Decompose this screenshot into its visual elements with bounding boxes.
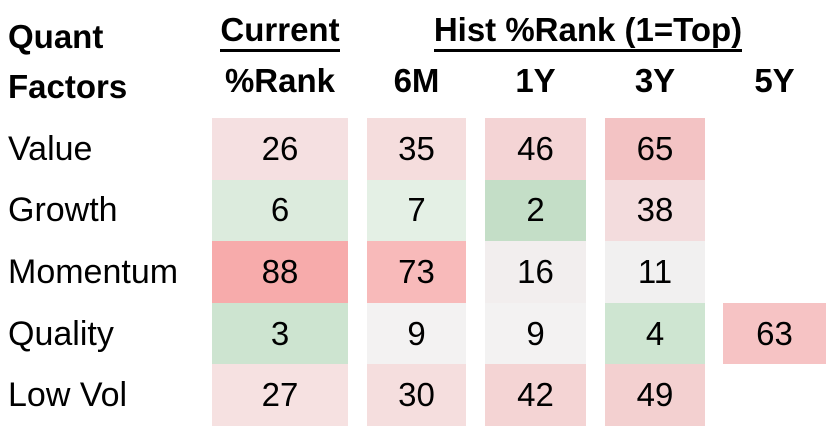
factor-label: Quality: [8, 314, 114, 353]
column-header-rank: %Rank: [224, 62, 336, 99]
heatmap-cell: 42: [485, 364, 586, 426]
heatmap-cell: 46: [485, 118, 586, 180]
factor-label: Growth: [8, 191, 118, 230]
heatmap-cell: 7: [367, 179, 466, 242]
heatmap-cell: 35: [367, 118, 466, 180]
heatmap-cell: 16: [485, 241, 586, 303]
column-header-3y: 3Y: [634, 62, 676, 99]
table-row-growth: Growth 6 7 2 38: [0, 179, 826, 242]
heatmap-cell: 11: [605, 241, 705, 303]
table-title-line2: Factors: [8, 68, 128, 105]
factor-label: Low Vol: [8, 376, 128, 415]
heatmap-cell: 9: [367, 302, 466, 365]
heatmap-cell: 9: [485, 302, 586, 365]
heatmap-cell: [723, 364, 826, 426]
heatmap-cell: 30: [367, 364, 466, 426]
table-row-value: Value 26 35 46 65: [0, 118, 826, 180]
heatmap-cell: 27: [212, 364, 348, 426]
factor-label: Value: [8, 129, 93, 168]
heatmap-cell: 38: [605, 179, 705, 242]
heatmap-cell: 26: [212, 118, 348, 180]
column-group-current: Current: [212, 13, 348, 52]
heatmap-cell: [723, 241, 826, 303]
column-group-hist: Hist %Rank (1=Top): [413, 13, 763, 52]
heatmap-cell: 3: [212, 302, 348, 365]
heatmap-cell: [723, 118, 826, 180]
heatmap-cell: [723, 180, 826, 242]
column-group-current-label: Current: [220, 13, 340, 52]
heatmap-cell: 88: [212, 241, 348, 303]
heatmap-cell: 63: [723, 302, 826, 365]
table-row-momentum: Momentum 88 73 16 11: [0, 241, 826, 303]
heatmap-grid: Value 26 35 46 65 Growth 6 7 2 38 Moment…: [0, 118, 826, 426]
column-header-1y: 1Y: [515, 62, 556, 99]
heatmap-cell: 65: [605, 118, 705, 180]
heatmap-cell: 73: [367, 241, 466, 303]
column-group-hist-label: Hist %Rank (1=Top): [433, 13, 743, 52]
table-title-line1: Quant: [8, 18, 104, 55]
heatmap-cell: 2: [485, 179, 586, 242]
factor-label: Momentum: [8, 252, 179, 291]
heatmap-cell: 49: [605, 364, 705, 426]
heatmap-cell: 4: [605, 302, 705, 365]
heatmap-cell: 6: [212, 179, 348, 242]
table-row-lowvol: Low Vol 27 30 42 49: [0, 364, 826, 426]
table-row-quality: Quality 3 9 9 4 63: [0, 302, 826, 365]
column-header-5y: 5Y: [754, 62, 795, 99]
column-header-6m: 6M: [393, 62, 440, 99]
